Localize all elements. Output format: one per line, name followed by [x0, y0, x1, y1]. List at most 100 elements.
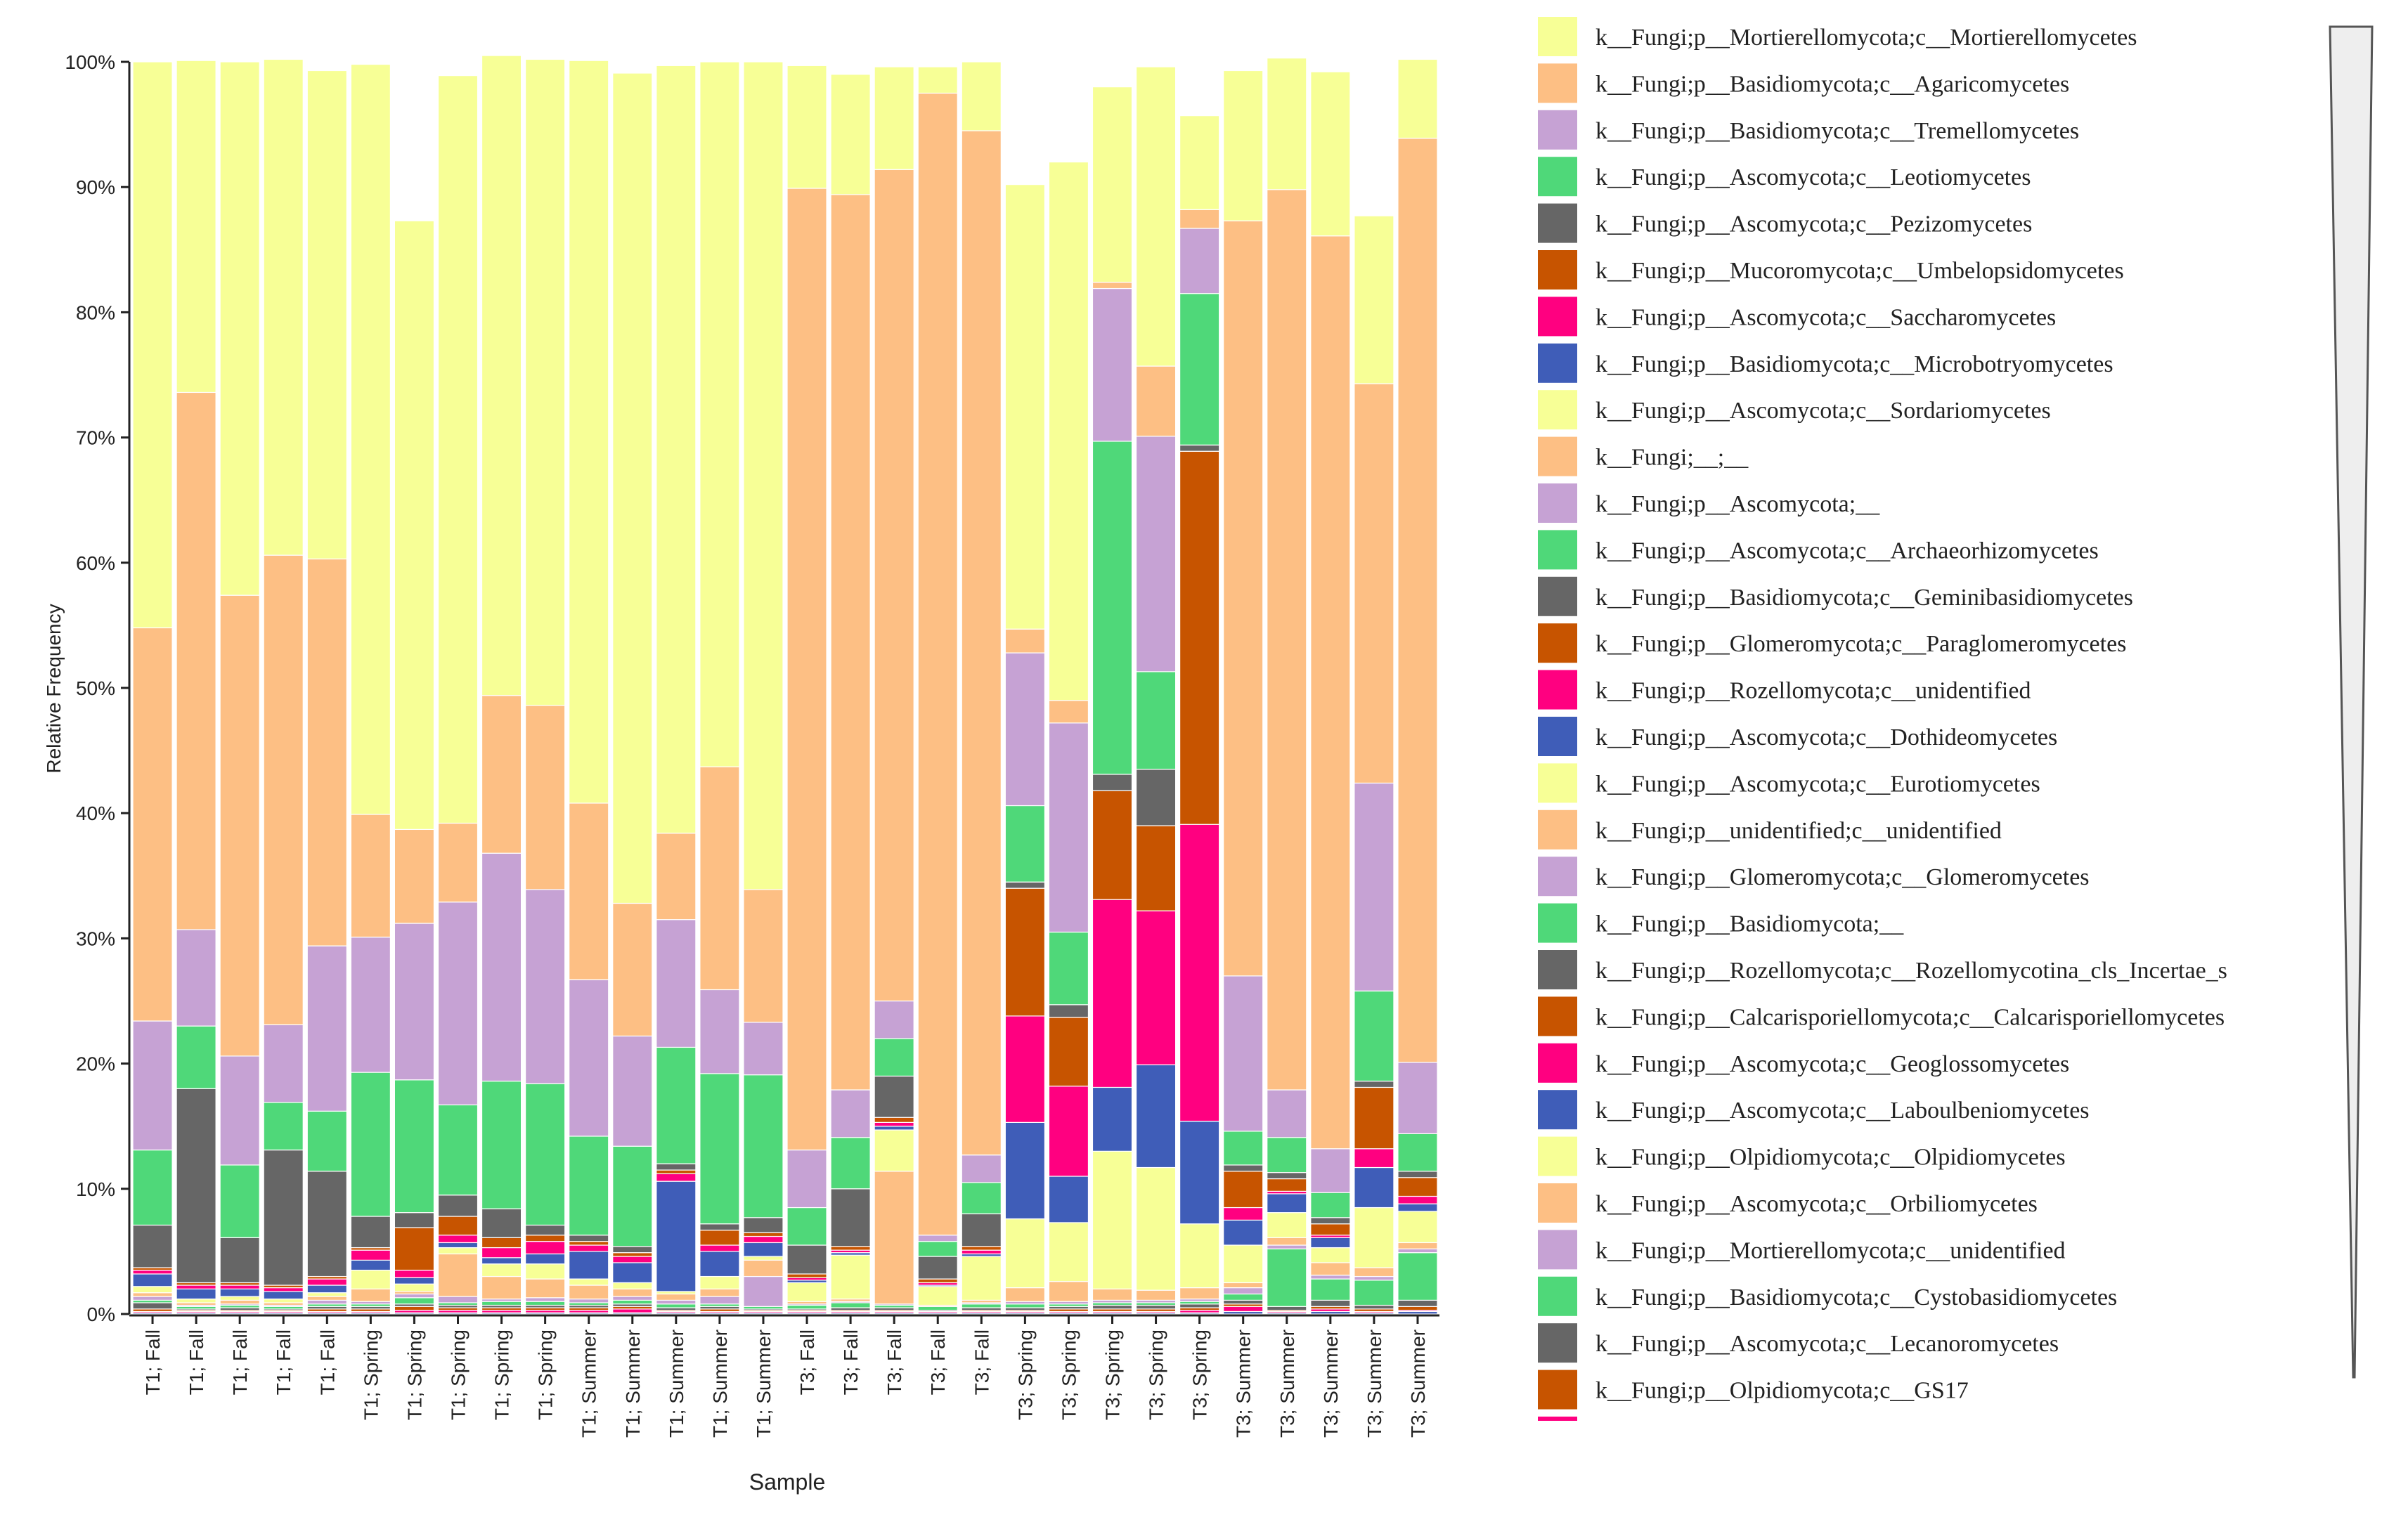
bar-segment [1135, 436, 1177, 672]
bar-segment [394, 1306, 435, 1311]
bar-segment [350, 1259, 391, 1271]
y-tick-label: 80% [76, 301, 115, 323]
bar-segment [394, 1227, 435, 1271]
bar-segment [743, 1232, 784, 1237]
bar-segment [1267, 1244, 1307, 1249]
legend-label: k__Fungi;p__Ascomycota;c__Archaeorhizomy… [1595, 538, 2099, 564]
bar-segment [1354, 782, 1394, 991]
bar-segment [917, 1286, 958, 1306]
bar-segment [1310, 1278, 1351, 1301]
bar-segment [656, 919, 697, 1048]
bar-segment [1397, 1133, 1438, 1172]
bar-segment [437, 1247, 479, 1255]
bar-segment [1310, 1275, 1351, 1280]
bar-column [1004, 184, 1046, 1315]
bar-segment [1004, 1015, 1046, 1123]
bar-segment [219, 1055, 260, 1166]
bar-segment [481, 695, 522, 854]
bar-segment [961, 130, 1002, 1156]
bar-segment [699, 1296, 740, 1305]
bar-segment [1354, 383, 1394, 784]
bar-segment [481, 852, 522, 1082]
bar-segment [132, 1302, 173, 1310]
bar-segment [699, 1244, 740, 1252]
bar-segment [743, 61, 784, 890]
bar-segment [1092, 441, 1133, 775]
bar-segment [743, 1074, 784, 1218]
legend-label: k__Fungi;p__Ascomycota;__ [1595, 491, 1880, 517]
bar-segment [1135, 1166, 1177, 1291]
legend-swatch [1538, 157, 1577, 197]
legend-swatch [1538, 390, 1577, 430]
legend-entry: k__Fungi;p__Ascomycota;c__Lecanoromycete… [1538, 1323, 2059, 1363]
legend-label: k__Fungi;p__Ascomycota;c__Lecanoromycete… [1595, 1331, 2059, 1357]
legend-swatch [1538, 1230, 1577, 1270]
bar-segment [961, 1249, 1002, 1255]
bar-segment [699, 1073, 740, 1225]
bar-column [961, 61, 1002, 1315]
y-tick-label: 60% [76, 552, 115, 574]
bar-segment [612, 1262, 653, 1284]
bar-column [1092, 86, 1133, 1315]
bar-segment [656, 65, 697, 834]
legend-label: k__Fungi;p__Ascomycota;c__Saccharomycete… [1595, 304, 2056, 330]
bar-segment [1223, 1131, 1264, 1166]
bar-segment [306, 1284, 347, 1294]
bar-column [1397, 58, 1438, 1315]
legend-scrollbar[interactable] [2329, 25, 2374, 1379]
scroll-wedge-icon[interactable] [2329, 25, 2374, 1379]
bar-segment [306, 1296, 347, 1301]
x-tick-label: T1; Spring [535, 1329, 557, 1420]
bar-segment [1354, 1275, 1394, 1281]
bar-segment [569, 979, 609, 1137]
bar-column [656, 65, 697, 1315]
bar-segment [437, 902, 479, 1106]
x-tick-label: T3; Summer [1320, 1329, 1342, 1438]
bar-segment [961, 1213, 1002, 1247]
x-tick-label: T1; Spring [360, 1329, 382, 1420]
bar-segment [656, 1293, 697, 1301]
bar-segment [1092, 282, 1133, 290]
x-tick-label: T3; Fall [840, 1329, 862, 1395]
bar-segment [1354, 1086, 1394, 1150]
bar-column [1223, 70, 1264, 1315]
bar-segment [350, 63, 391, 815]
bar-segment [1310, 1223, 1351, 1236]
bar-segment [263, 1024, 304, 1103]
legend-label: k__Fungi;p__Ascomycota;c__Pezizomycetes [1595, 212, 2032, 238]
bar-segment [830, 1246, 871, 1251]
bar-segment [699, 1288, 740, 1297]
bar-segment [263, 554, 304, 1025]
bar-column [394, 220, 435, 1315]
x-tick-label: T1; Spring [403, 1329, 425, 1420]
bar-segment [569, 1244, 609, 1252]
bar-segment [176, 1025, 216, 1089]
bar-segment [219, 1284, 260, 1289]
bar-segment [176, 1284, 216, 1289]
x-tick-label: T3; Spring [1189, 1329, 1211, 1420]
bar-segment [1267, 1237, 1307, 1246]
bar-segment [874, 1129, 914, 1172]
bar-column [612, 72, 653, 1315]
legend-entry: k__Fungi;p__Glomeromycota;c__Paraglomero… [1538, 623, 2126, 663]
x-tick-label: T1; Fall [142, 1329, 164, 1395]
bar-segment [656, 1180, 697, 1292]
bar-segment [132, 1224, 173, 1268]
legend-swatch [1538, 436, 1577, 476]
bar-segment [1267, 1137, 1307, 1173]
bar-segment [1004, 805, 1046, 883]
bar-segment [1310, 1237, 1351, 1249]
bar-segment [830, 74, 871, 195]
legend-entry: k__Fungi;__;__ [1538, 436, 1749, 476]
bar-segment [437, 1253, 479, 1297]
bar-segment [699, 61, 740, 767]
bar-column [1354, 215, 1394, 1315]
bar-segment [394, 828, 435, 924]
bar-segment [524, 889, 566, 1084]
bar-segment [437, 1242, 479, 1249]
legend-entry: k__Fungi;p__Ascomycota;c__Leotiomycetes [1538, 157, 2031, 197]
bar-segment [961, 1246, 1002, 1251]
bar-segment [350, 937, 391, 1073]
legend-label: k__Fungi;p__Basidiomycota;c__Microbotryo… [1595, 351, 2114, 377]
